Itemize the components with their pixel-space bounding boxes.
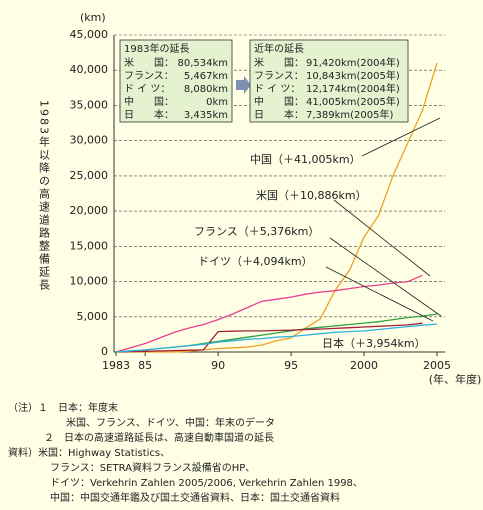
series-line: [115, 322, 423, 353]
box-value: 80,534km: [177, 58, 228, 69]
note: 資料）米国：Highway Statistics、: [8, 446, 170, 459]
x-tick-label: 90: [211, 359, 225, 372]
box-label: 中 国：: [124, 95, 174, 108]
note: ドイツ：Verkehrin Zahlen 2005/2006, Verkehri…: [50, 478, 363, 489]
box-label: ド イ ツ：: [124, 84, 170, 95]
box-value: 8,080km: [184, 84, 228, 95]
box-value: 91,420km(2004年): [306, 56, 400, 69]
series-line: [116, 62, 438, 353]
box-label: 日 本：: [124, 108, 174, 121]
info-box: [119, 39, 233, 123]
box-value: 0km: [206, 97, 228, 108]
y-tick-label: 20,000: [70, 204, 109, 217]
series-label: 中国（＋41,005km）: [250, 153, 361, 166]
series-label: 日本（＋3,954km）: [322, 336, 426, 350]
box-label: 米 国：: [124, 56, 174, 69]
box-value: 7,389km(2005年): [306, 108, 394, 121]
unit-label: (km): [80, 11, 106, 24]
series-label: 米国（＋10,886km）: [256, 189, 367, 202]
box-label: 日 本：: [254, 108, 304, 121]
y-axis-title: 1983年以降の高速道路整備延長: [38, 100, 51, 292]
note: 中国：中国交通年鑑及び国土交通省資料、日本：国土交通省資料: [50, 491, 340, 504]
y-tick-label: 30,000: [70, 134, 109, 147]
y-tick-label: 0: [101, 345, 108, 358]
series-line: [115, 323, 438, 353]
box-value: 3,435km: [184, 110, 228, 121]
y-tick-label: 45,000: [70, 28, 109, 41]
box-value: 12,174km(2004年): [306, 82, 400, 95]
y-tick-label: 15,000: [70, 239, 109, 252]
note: 米国、フランス、ドイツ、中国：年末のデータ: [66, 416, 275, 429]
box-label: ド イ ツ：: [254, 84, 300, 95]
y-tick-label: 25,000: [70, 169, 109, 182]
x-tick-label: 2005: [423, 359, 451, 372]
box-title: 近年の延長: [254, 42, 304, 55]
leader-line: [329, 237, 442, 317]
leader-line: [361, 117, 441, 157]
x-tick-label: 95: [284, 359, 298, 372]
y-tick-label: 40,000: [70, 63, 109, 76]
y-tick-label: 35,000: [70, 98, 109, 111]
info-box: [249, 39, 409, 123]
box-value: 41,005km(2005年): [306, 95, 400, 108]
series-line: [115, 274, 423, 353]
note: （注）１ 日本：年度末: [8, 401, 118, 414]
series-label: ドイツ（＋4,094km）: [198, 255, 313, 268]
box-title: 1983年の延長: [124, 42, 189, 55]
series-label: フランス（＋5,376km）: [194, 225, 319, 238]
note: ２ 日本の高速道路延長は、高速自動車国道の延長: [44, 431, 274, 444]
x-tick-label: 1983: [102, 359, 130, 372]
box-label: 米 国：: [254, 56, 304, 69]
leader-line: [325, 266, 434, 322]
x-tick-label: 2000: [350, 359, 378, 372]
box-value: 5,467km: [184, 71, 228, 82]
box-label: フランス：: [254, 70, 304, 82]
y-tick-label: 5,000: [77, 310, 109, 323]
x-unit-label: (年、年度): [429, 372, 482, 386]
x-tick-label: 85: [138, 359, 152, 372]
y-tick-label: 10,000: [70, 275, 109, 288]
note: フランス：SETRA資料フランス設備省のHP、: [50, 461, 255, 474]
box-label: フランス：: [124, 70, 174, 82]
box-label: 中 国：: [254, 95, 304, 108]
box-value: 10,843km(2005年): [306, 69, 400, 82]
arrow: [236, 76, 251, 94]
leader-line: [333, 199, 431, 277]
